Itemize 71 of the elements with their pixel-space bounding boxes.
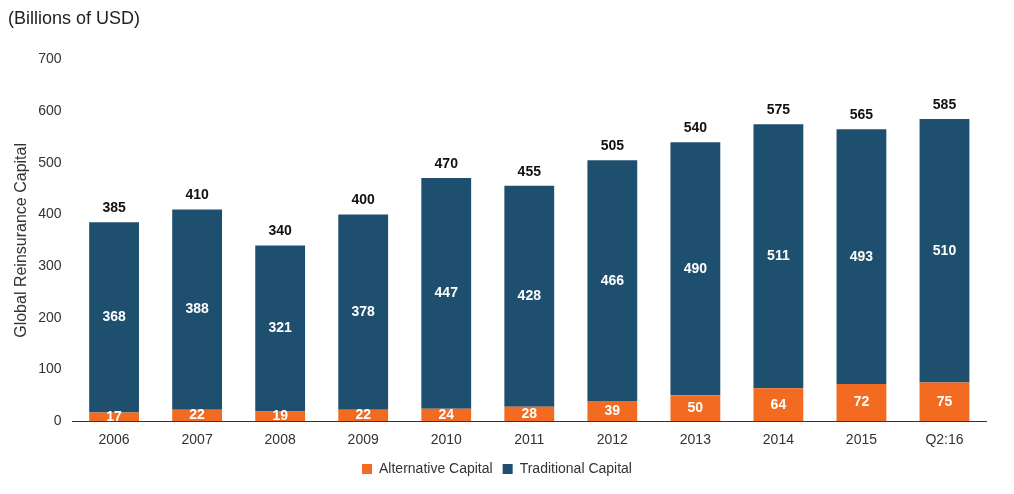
- y-tick-label: 500: [38, 153, 62, 170]
- data-label: 75: [936, 392, 953, 409]
- x-tick-label: 2013: [679, 431, 712, 448]
- y-axis-title: Global Reinsurance Capital: [12, 143, 30, 338]
- total-label: 455: [517, 162, 542, 179]
- total-label: 540: [683, 119, 708, 136]
- bar: [504, 185, 555, 407]
- total-label: 385: [102, 199, 126, 216]
- data-label: 428: [517, 287, 542, 304]
- y-tick-label: 600: [38, 102, 62, 119]
- bar: [919, 382, 970, 422]
- data-label: 22: [355, 406, 372, 423]
- total-label: 470: [434, 154, 459, 171]
- x-tick-label: 2010: [430, 431, 463, 448]
- x-tick-label: Q2:16: [925, 431, 964, 448]
- data-label: 64: [770, 395, 787, 412]
- data-label: 19: [272, 407, 289, 424]
- legend-label: Alternative Capital: [379, 459, 493, 476]
- data-label: 378: [351, 303, 376, 320]
- data-label: 493: [849, 247, 874, 264]
- total-label: 585: [932, 95, 957, 112]
- x-tick-label: 2008: [264, 431, 296, 448]
- total-label: 575: [766, 101, 791, 118]
- data-label: 466: [600, 271, 625, 288]
- y-tick-label: 700: [38, 50, 62, 67]
- data-label: 22: [189, 406, 206, 423]
- x-tick-label: 2011: [514, 431, 545, 448]
- bar: [255, 245, 306, 412]
- x-tick-label: 2009: [347, 431, 379, 448]
- chart-title: (Billions of USD): [8, 7, 141, 28]
- data-label: 24: [438, 405, 455, 422]
- x-tick-label: 2006: [98, 431, 130, 448]
- bar: [670, 395, 721, 422]
- y-tick-label: 100: [38, 360, 62, 377]
- bar: [421, 177, 472, 409]
- data-label: 72: [853, 393, 870, 410]
- data-label: 511: [767, 247, 790, 264]
- bar: [836, 384, 887, 422]
- bar: [919, 119, 970, 383]
- data-label: 510: [932, 241, 957, 258]
- data-label: 447: [434, 284, 459, 301]
- bar: [89, 222, 139, 413]
- total-label: 505: [600, 137, 625, 154]
- total-label: 400: [351, 191, 376, 208]
- x-tick-label: 2007: [181, 431, 213, 448]
- data-label: 50: [687, 399, 704, 416]
- total-label: 410: [185, 186, 210, 203]
- total-label: 340: [268, 222, 293, 239]
- x-tick-label: 2015: [845, 431, 878, 448]
- bar: [587, 160, 638, 402]
- data-label: 388: [185, 300, 210, 317]
- legend-label: Traditional Capital: [519, 459, 632, 476]
- bar: [836, 129, 887, 385]
- total-label: 565: [849, 106, 874, 123]
- data-label: 17: [106, 407, 123, 424]
- data-label: 490: [683, 259, 708, 276]
- bar: [753, 124, 804, 389]
- data-label: 321: [268, 319, 293, 336]
- bar: [172, 209, 223, 410]
- data-label: 39: [604, 401, 621, 418]
- bar: [753, 388, 804, 422]
- y-tick-label: 0: [53, 412, 62, 429]
- bar: [670, 142, 721, 396]
- data-label: 28: [521, 404, 538, 421]
- y-tick-label: 200: [38, 308, 62, 325]
- bar: [338, 214, 389, 410]
- data-label: 368: [102, 308, 126, 325]
- x-tick-label: 2012: [596, 431, 629, 448]
- x-tick-label: 2014: [762, 431, 795, 448]
- y-tick-label: 300: [38, 257, 62, 274]
- y-tick-label: 400: [38, 205, 62, 222]
